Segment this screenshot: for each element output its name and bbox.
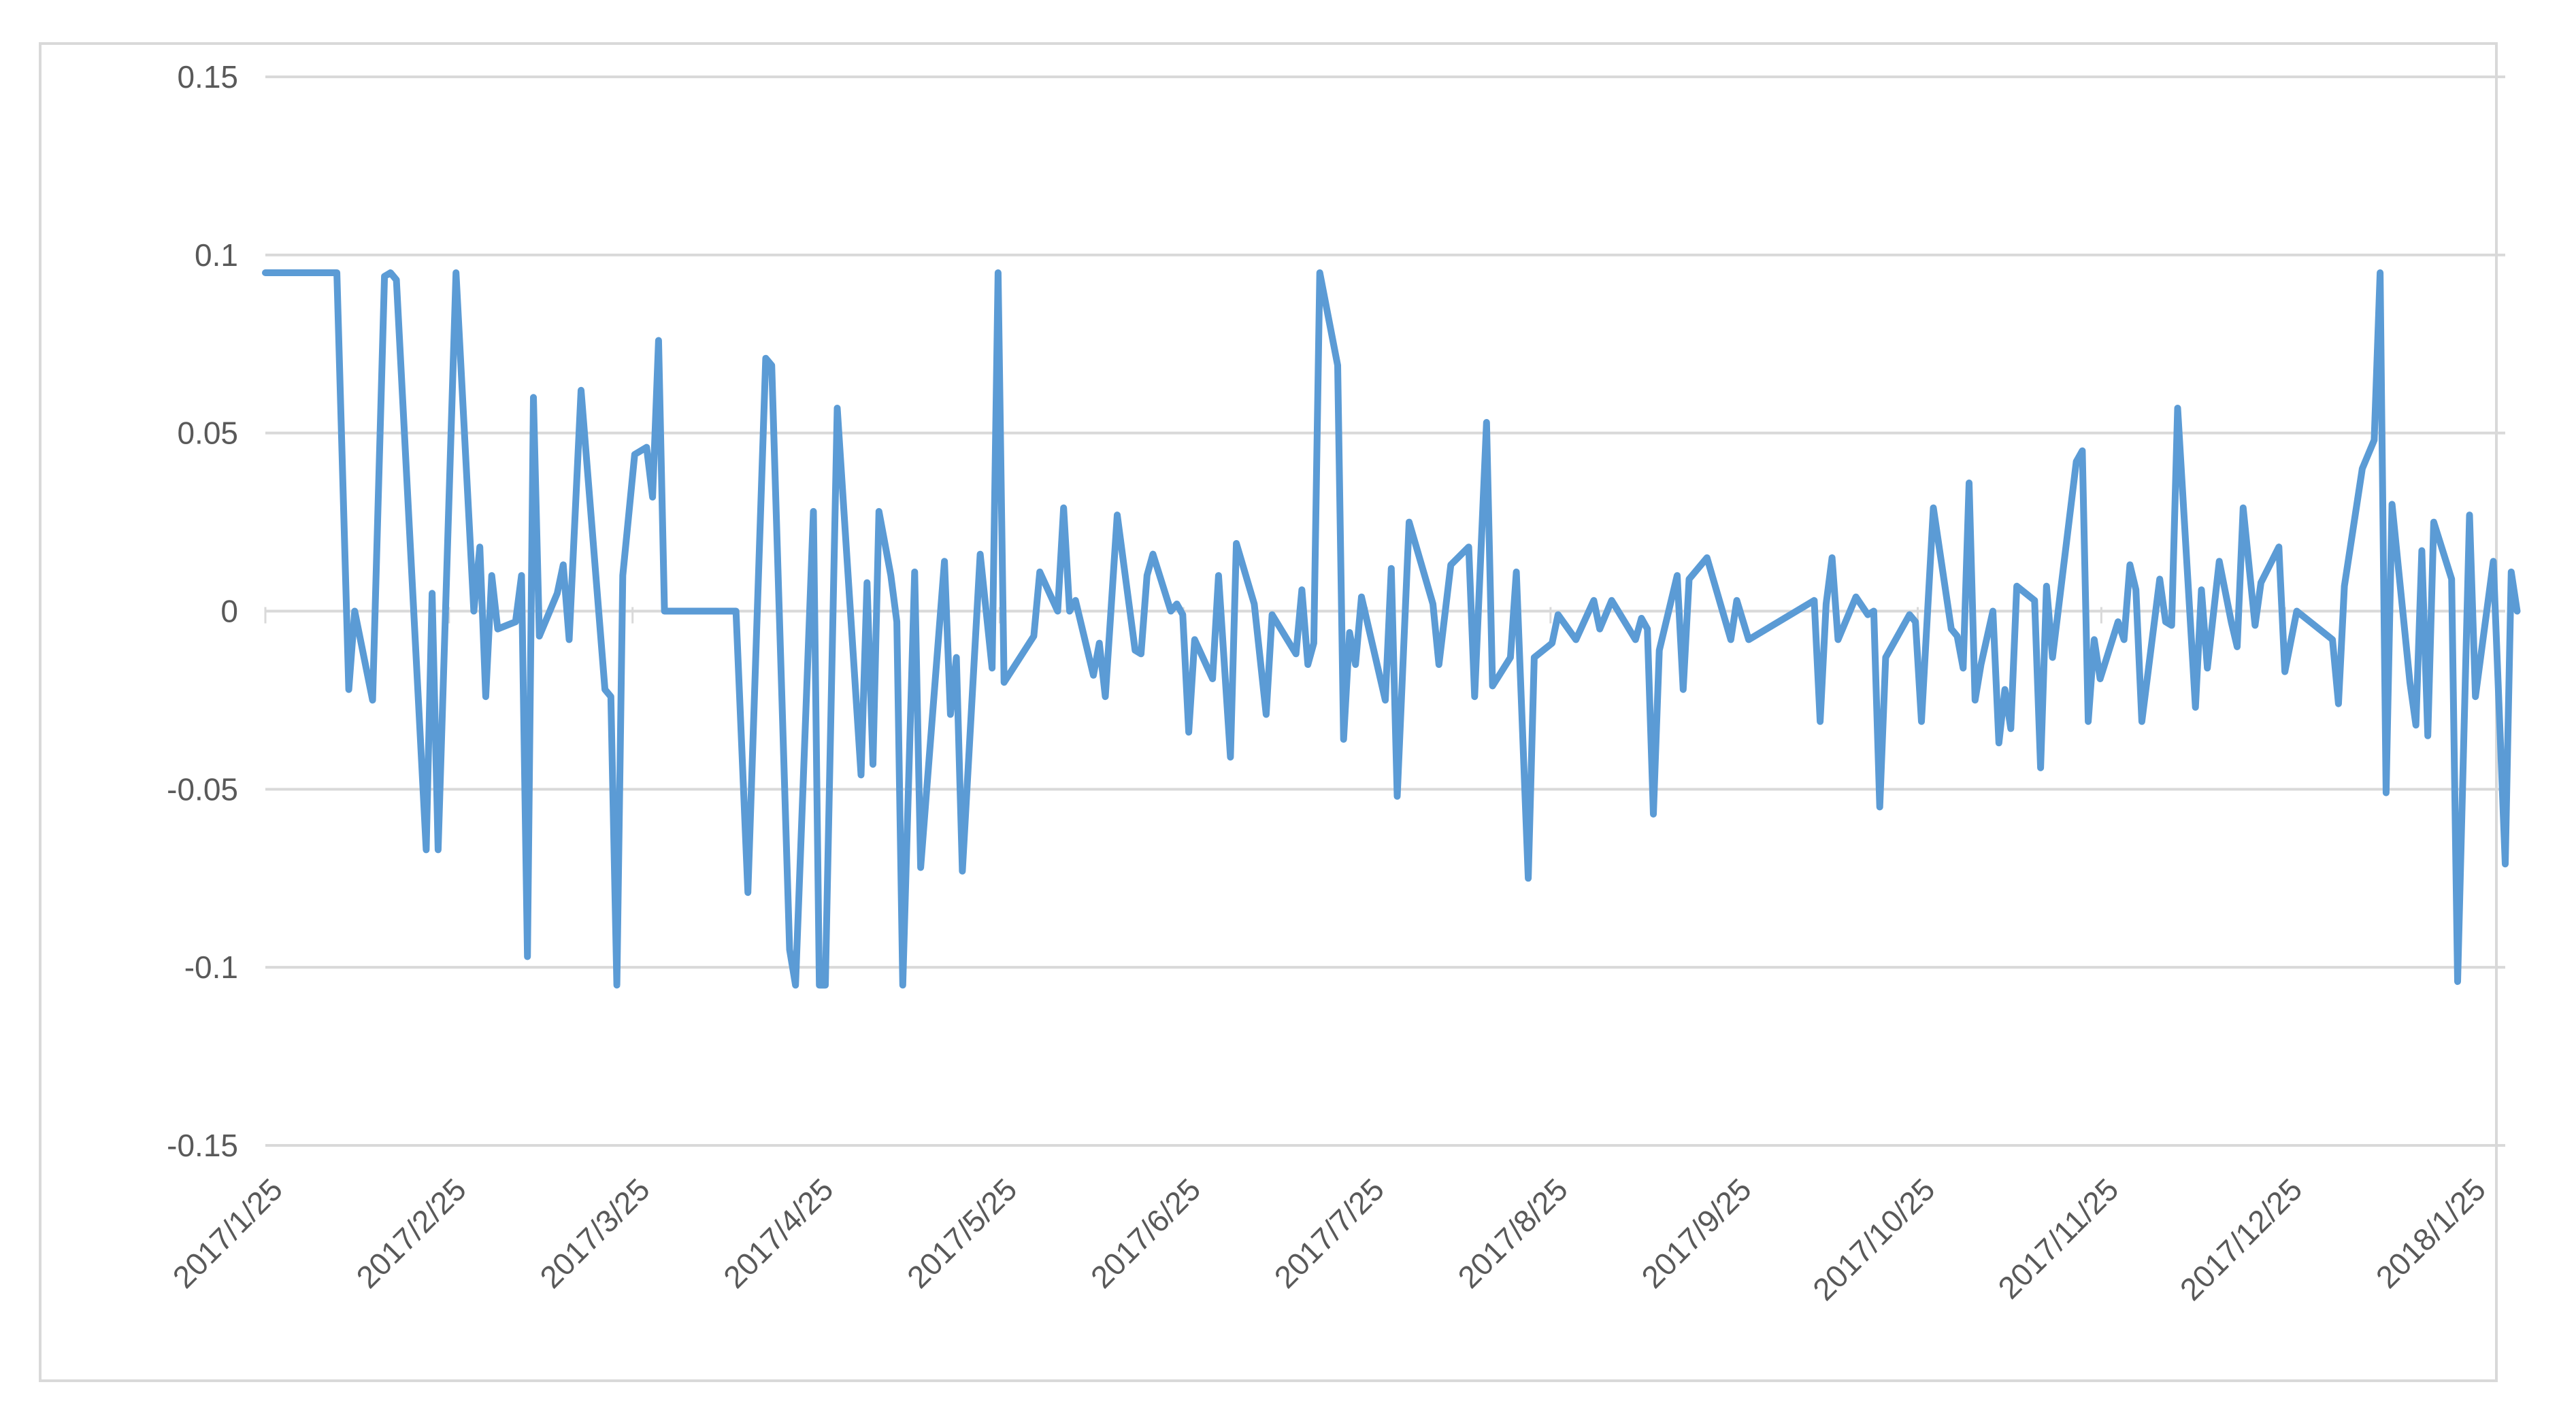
x-tick-label: 2017/1/25: [166, 1171, 289, 1294]
series-layer: [262, 269, 2521, 989]
x-tick-label: 2017/10/25: [1806, 1171, 1942, 1307]
x-tick-label: 2017/5/25: [900, 1171, 1023, 1294]
x-tick-label: 2017/7/25: [1268, 1171, 1391, 1294]
y-tick-label: 0.1: [195, 237, 238, 273]
x-tick-label: 2017/11/25: [1991, 1171, 2125, 1305]
y-tick-label: -0.15: [167, 1128, 238, 1163]
series-line: [262, 269, 2521, 989]
x-tick-label: 2018/1/25: [2369, 1171, 2492, 1294]
y-tick-label: 0.05: [177, 416, 238, 451]
x-tick-label: 2017/4/25: [716, 1171, 840, 1294]
y-tick-label: 0: [220, 594, 238, 629]
x-axis-tick-labels: 2017/1/25 2017/2/25 2017/3/25 2017/4/25 2017…: [166, 1171, 2493, 1307]
y-tick-label: -0.1: [184, 950, 238, 985]
x-tick-label: 2017/6/25: [1084, 1171, 1207, 1294]
x-tick-label: 2017/2/25: [349, 1171, 472, 1294]
x-tick-label: 2017/8/25: [1451, 1171, 1574, 1294]
gridlines: [264, 75, 2505, 1147]
y-tick-label: -0.05: [167, 771, 238, 807]
x-tick-label: 2017/9/25: [1634, 1171, 1757, 1294]
x-tick-label: 2017/12/25: [2173, 1171, 2309, 1307]
y-tick-label: 0.15: [177, 59, 238, 95]
y-axis-tick-labels: 0.15 0.1 0.05 0 -0.05 -0.1 -0.15: [167, 59, 238, 1163]
x-tick-label: 2017/3/25: [533, 1171, 656, 1294]
